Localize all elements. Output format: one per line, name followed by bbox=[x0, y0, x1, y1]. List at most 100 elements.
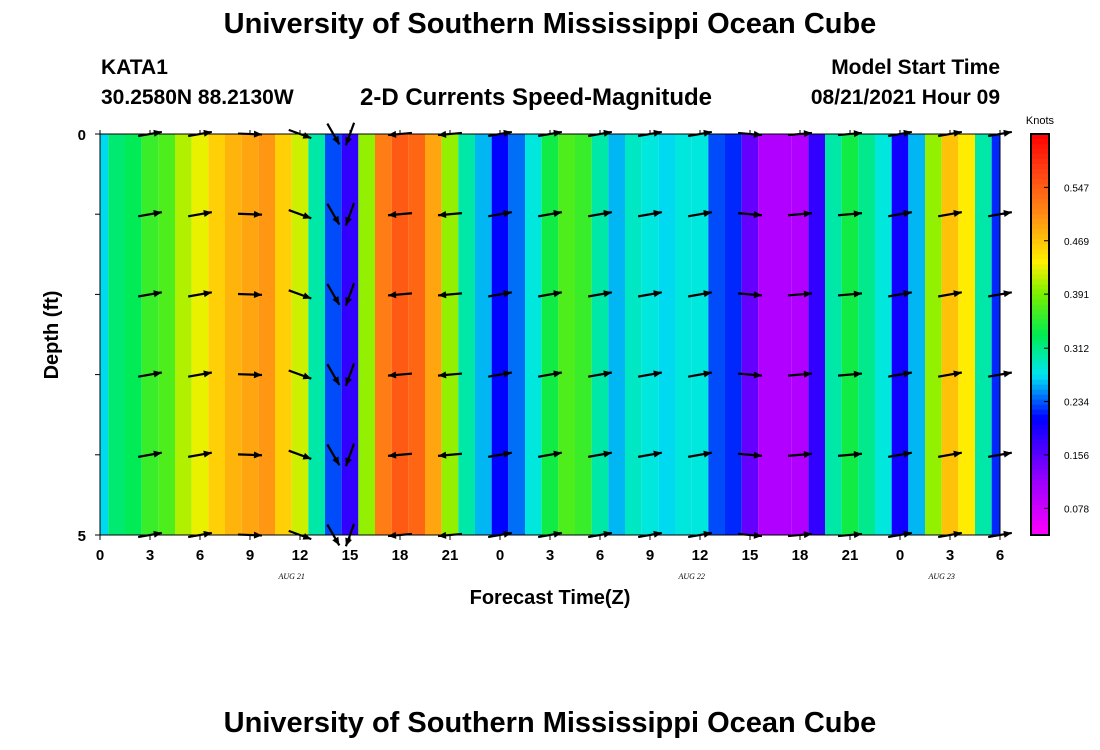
colorbar-segment bbox=[1031, 475, 1049, 481]
heatmap-column bbox=[442, 134, 459, 535]
colorbar-segment bbox=[1031, 259, 1049, 265]
colorbar-segment bbox=[1031, 239, 1049, 245]
colorbar-segment bbox=[1031, 299, 1049, 305]
colorbar-unit: Knots bbox=[1026, 115, 1055, 127]
heatmap-column bbox=[575, 134, 592, 535]
heatmap-column bbox=[642, 134, 659, 535]
colorbar-segment bbox=[1031, 460, 1049, 466]
colorbar-segment bbox=[1031, 470, 1049, 476]
heatmap-column bbox=[158, 134, 175, 535]
heatmap-column bbox=[342, 134, 359, 535]
x-axis-label: Forecast Time(Z) bbox=[470, 587, 631, 609]
colorbar-tick-label: 0.547 bbox=[1064, 183, 1089, 194]
colorbar-segment bbox=[1031, 254, 1049, 260]
x-tick-label: 9 bbox=[246, 547, 254, 564]
colorbar-segment bbox=[1031, 229, 1049, 235]
colorbar-segment bbox=[1031, 204, 1049, 210]
heatmap-column bbox=[358, 134, 375, 535]
colorbar-segment bbox=[1031, 139, 1049, 145]
heatmap-column bbox=[692, 134, 709, 535]
colorbar-segment bbox=[1031, 179, 1049, 185]
x-tick-label: 6 bbox=[596, 547, 604, 564]
current-vector-head bbox=[332, 537, 342, 547]
colorbar-segment bbox=[1031, 400, 1049, 406]
x-tick-label: 15 bbox=[742, 547, 759, 564]
colorbar-segment bbox=[1031, 304, 1049, 310]
heatmap-column bbox=[975, 134, 992, 535]
y-tick-label: 5 bbox=[78, 528, 86, 545]
colorbar-segment bbox=[1031, 425, 1049, 431]
heatmap-column bbox=[808, 134, 825, 535]
colorbar-segment bbox=[1031, 490, 1049, 496]
colorbar-segment bbox=[1031, 174, 1049, 180]
colorbar-segment bbox=[1031, 410, 1049, 416]
colorbar-segment bbox=[1031, 515, 1049, 521]
heatmap-column bbox=[275, 134, 292, 535]
colorbar-segment bbox=[1031, 510, 1049, 516]
heatmap-column bbox=[408, 134, 425, 535]
x-tick-label: 12 bbox=[692, 547, 709, 564]
x-tick-label: 9 bbox=[646, 547, 654, 564]
heatmap-column bbox=[425, 134, 442, 535]
heatmap-column bbox=[258, 134, 275, 535]
heatmap-column bbox=[225, 134, 242, 535]
currents-heatmap-chart: 0 3 6 9 12 15 18 21 0 3 6 9 12 15 18 21 0 3 6AUG 21 AUG 22 A… bbox=[0, 0, 1100, 750]
date-label: AUG 23 bbox=[927, 572, 954, 581]
heatmap-column bbox=[992, 134, 1000, 535]
colorbar-segment bbox=[1031, 345, 1049, 351]
heatmap-column bbox=[292, 134, 309, 535]
colorbar-segment bbox=[1031, 199, 1049, 205]
heatmap-column bbox=[175, 134, 192, 535]
colorbar-segment bbox=[1031, 189, 1049, 195]
y-axis-label: Depth (ft) bbox=[41, 291, 63, 380]
colorbar-tick-label: 0.312 bbox=[1064, 344, 1089, 355]
colorbar-segment bbox=[1031, 500, 1049, 506]
colorbar-segment bbox=[1031, 309, 1049, 315]
colorbar-segment bbox=[1031, 159, 1049, 165]
heatmap-column bbox=[842, 134, 859, 535]
x-tick-label: 3 bbox=[546, 547, 554, 564]
heatmap-column bbox=[925, 134, 942, 535]
x-tick-label: 6 bbox=[996, 547, 1004, 564]
date-label: AUG 22 bbox=[677, 572, 704, 581]
heatmap-column bbox=[958, 134, 975, 535]
x-tick-label: 12 bbox=[292, 547, 309, 564]
colorbar-segment bbox=[1031, 274, 1049, 280]
colorbar-segment bbox=[1031, 169, 1049, 175]
colorbar-segment bbox=[1031, 194, 1049, 200]
heatmap-column bbox=[775, 134, 792, 535]
colorbar-segment bbox=[1031, 525, 1049, 531]
heatmap-column bbox=[892, 134, 909, 535]
heatmap-column bbox=[608, 134, 625, 535]
x-tick-label: 0 bbox=[496, 547, 504, 564]
colorbar-segment bbox=[1031, 415, 1049, 421]
heatmap-column bbox=[792, 134, 809, 535]
colorbar-segment bbox=[1031, 385, 1049, 391]
heatmap-column bbox=[675, 134, 692, 535]
heatmap-column bbox=[458, 134, 475, 535]
colorbar-segment bbox=[1031, 440, 1049, 446]
colorbar-segment bbox=[1031, 219, 1049, 225]
colorbar-segment bbox=[1031, 279, 1049, 285]
colorbar-segment bbox=[1031, 395, 1049, 401]
heatmap-column bbox=[708, 134, 725, 535]
heatmap-column bbox=[908, 134, 925, 535]
heatmap-column bbox=[758, 134, 775, 535]
heatmap-column bbox=[325, 134, 342, 535]
colorbar-tick-label: 0.156 bbox=[1064, 451, 1089, 462]
colorbar-tick-label: 0.391 bbox=[1064, 290, 1089, 301]
x-tick-label: 18 bbox=[792, 547, 809, 564]
x-tick-label: 21 bbox=[842, 547, 859, 564]
colorbar-segment bbox=[1031, 209, 1049, 215]
heatmap-column bbox=[525, 134, 542, 535]
heatmap-column bbox=[100, 134, 108, 535]
heatmap-column bbox=[308, 134, 325, 535]
current-vector-head bbox=[343, 538, 352, 548]
heatmap-column bbox=[475, 134, 492, 535]
colorbar-segment bbox=[1031, 329, 1049, 335]
colorbar-segment bbox=[1031, 324, 1049, 330]
colorbar-segment bbox=[1031, 284, 1049, 290]
colorbar-segment bbox=[1031, 465, 1049, 471]
colorbar-segment bbox=[1031, 365, 1049, 371]
colorbar-segment bbox=[1031, 380, 1049, 386]
